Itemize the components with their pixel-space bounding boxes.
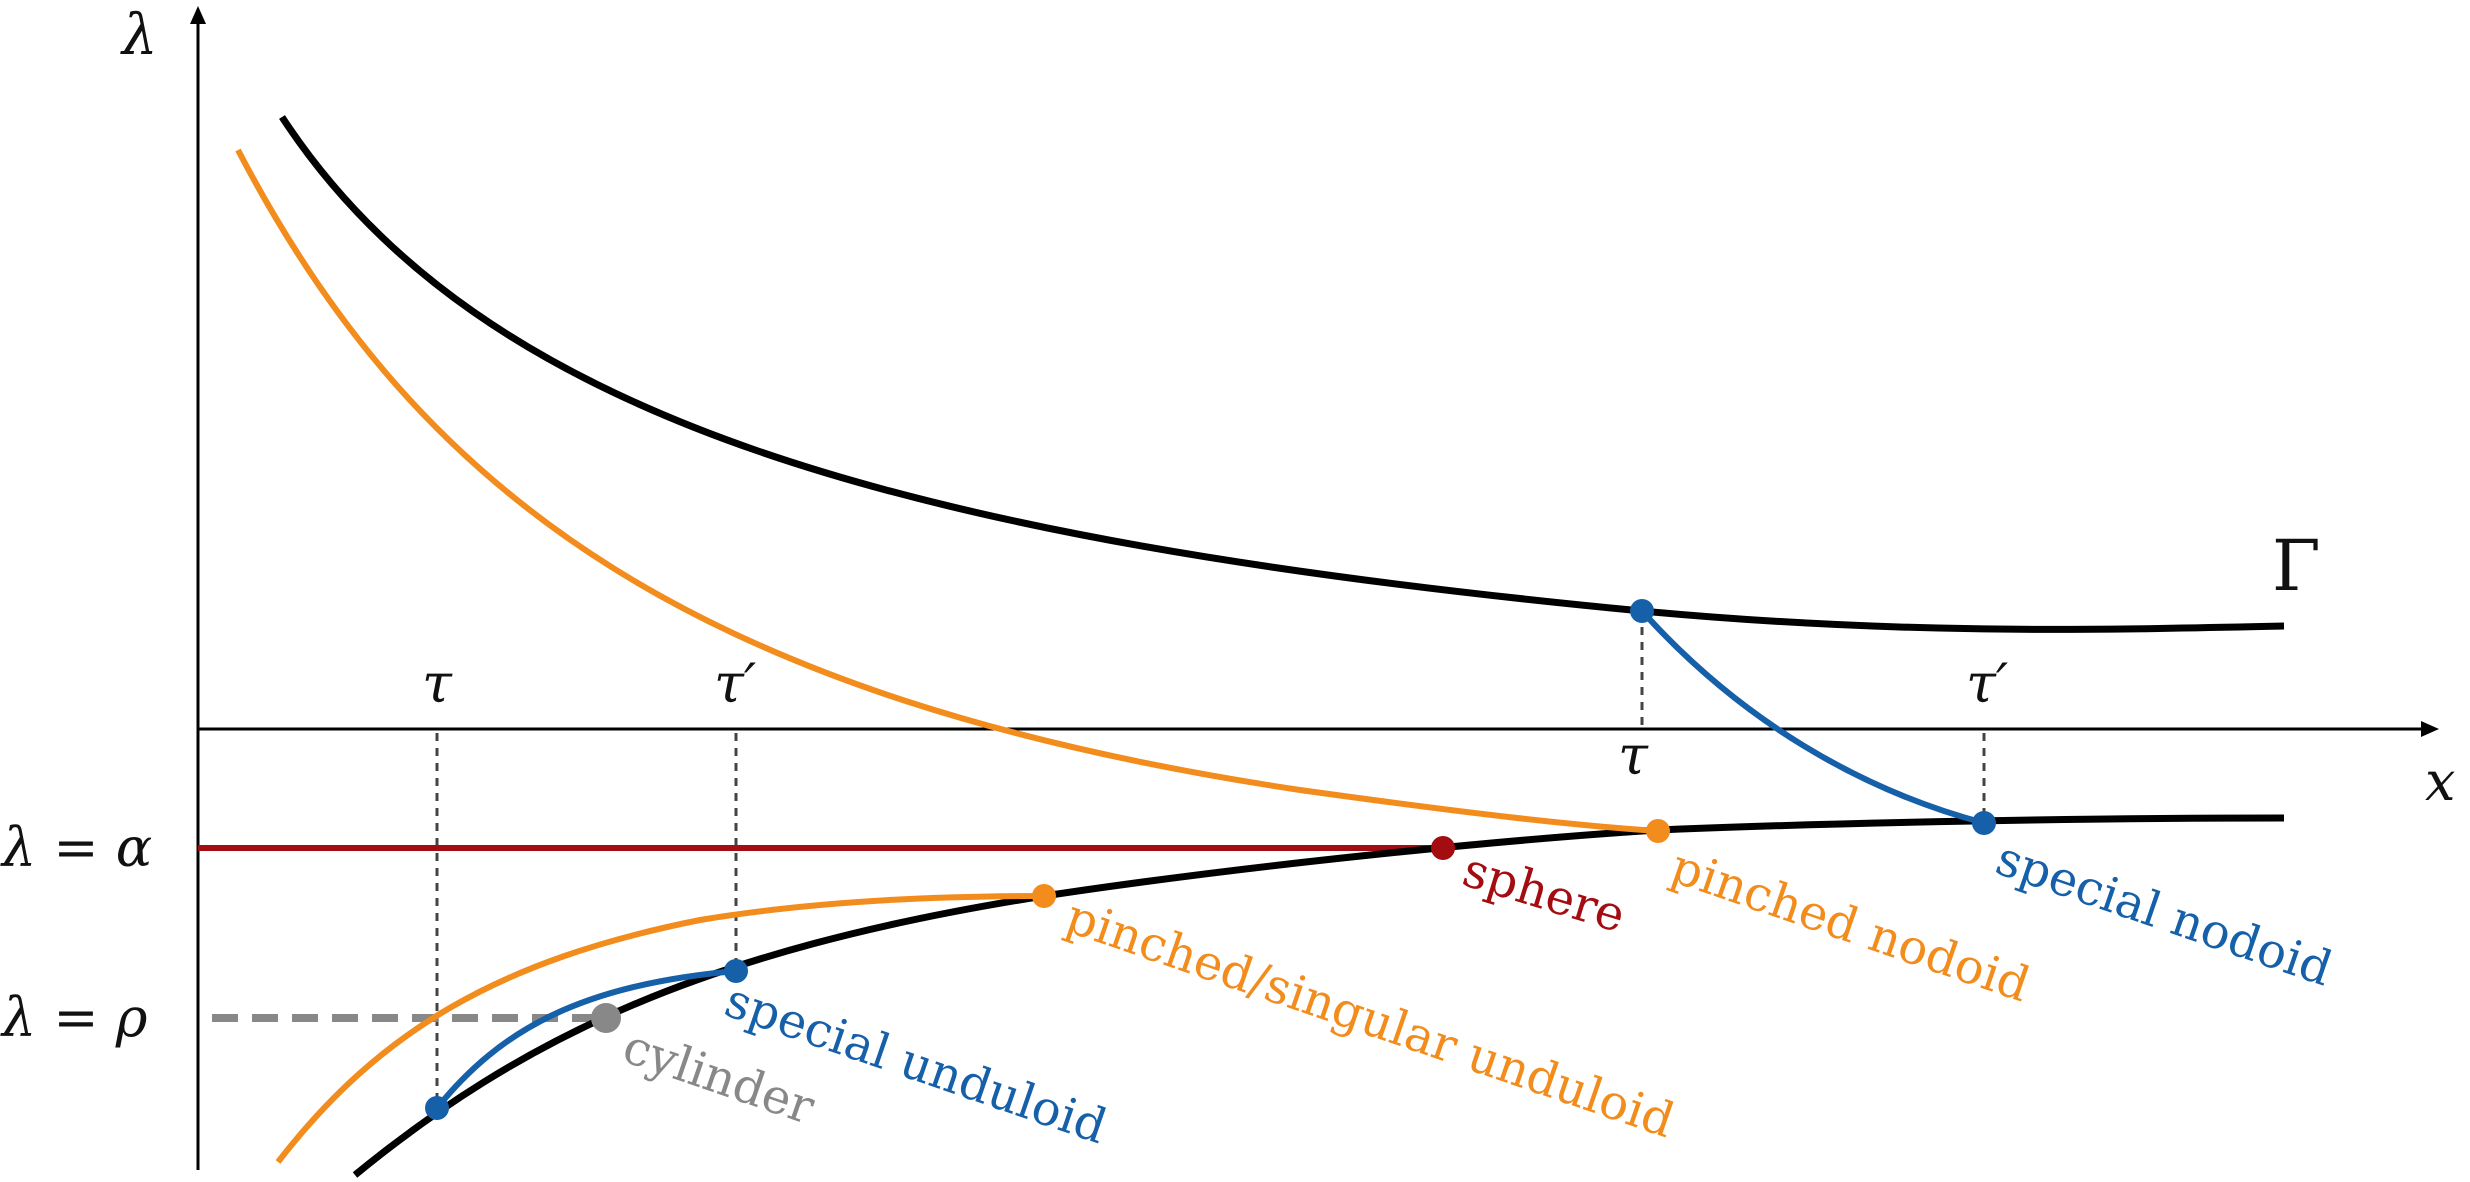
tau-left-label: τ xyxy=(422,652,453,715)
special-unduloid-point xyxy=(724,959,748,983)
pinched-nodoid-point xyxy=(1646,819,1670,843)
cylinder-point xyxy=(591,1003,621,1033)
pinched-nodoid-label: pinched nodoid xyxy=(1664,838,2037,1013)
tau-prime-right-label: τ′ xyxy=(1966,652,2008,715)
special-nodoid-point xyxy=(1972,811,1996,835)
rho-level-label: λ = ρ xyxy=(0,986,148,1049)
orange-upper-curve xyxy=(235,148,1659,834)
sphere-label: sphere xyxy=(1456,842,1631,944)
gamma-tau-point xyxy=(1630,599,1654,623)
blue-unduloid-curve xyxy=(434,968,737,1110)
sphere-point xyxy=(1431,836,1455,860)
special-unduloid-lower-point xyxy=(425,1096,449,1120)
blue-nodoid-curve xyxy=(1639,608,1985,826)
gamma-curve xyxy=(279,115,2285,633)
tau-right-label: τ xyxy=(1618,724,1649,787)
y-axis-label: λ xyxy=(120,3,158,68)
special-unduloid-label: special unduloid xyxy=(718,972,1114,1155)
special-nodoid-label: special nodoid xyxy=(1989,830,2339,997)
alpha-level-label: λ = α xyxy=(0,816,152,879)
gamma-label: Γ xyxy=(2272,525,2321,607)
orange-lower-curve xyxy=(275,893,1045,1164)
tau-prime-left-label: τ′ xyxy=(714,652,756,715)
pinched-singular-unduloid-point xyxy=(1032,884,1056,908)
x-axis-label: x xyxy=(2425,750,2455,813)
